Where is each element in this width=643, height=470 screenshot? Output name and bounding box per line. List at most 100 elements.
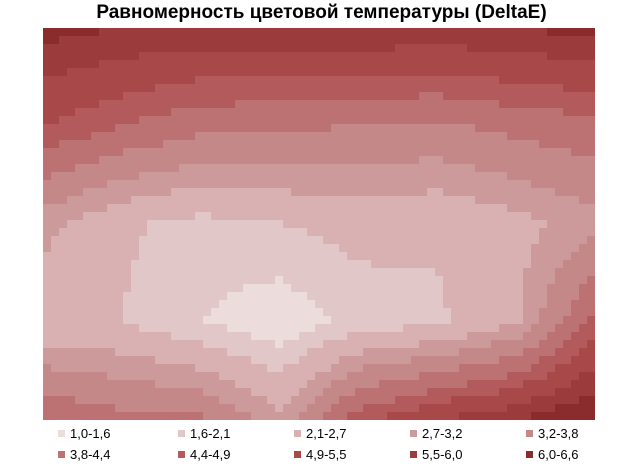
contour-cell: [235, 300, 244, 309]
contour-cell: [475, 124, 484, 133]
contour-cell: [539, 188, 548, 197]
contour-cell: [179, 60, 188, 69]
contour-cell: [475, 396, 484, 405]
contour-cell: [107, 228, 116, 237]
contour-cell: [51, 388, 60, 397]
contour-cell: [291, 252, 300, 261]
contour-cell: [563, 116, 572, 125]
contour-cell: [123, 108, 132, 117]
contour-cell: [59, 332, 68, 341]
contour-cell: [283, 324, 292, 333]
contour-cell: [539, 28, 548, 37]
contour-cell: [523, 196, 532, 205]
contour-cell: [347, 28, 356, 37]
contour-cell: [347, 316, 356, 325]
contour-cell: [411, 204, 420, 213]
contour-cell: [43, 180, 52, 189]
contour-cell: [307, 228, 316, 237]
contour-cell: [539, 92, 548, 101]
contour-cell: [491, 372, 500, 381]
contour-cell: [451, 284, 460, 293]
contour-cell: [259, 164, 268, 173]
legend: 1,0-1,6 1,6-2,1 2,1-2,7 2,7-3,2 3,2-3,8 3,8-4…: [58, 425, 638, 465]
contour-cell: [243, 284, 252, 293]
contour-cell: [187, 316, 196, 325]
contour-cell: [291, 116, 300, 125]
contour-cell: [443, 316, 452, 325]
contour-cell: [227, 108, 236, 117]
contour-cell: [83, 356, 92, 365]
contour-cell: [59, 204, 68, 213]
contour-cell: [451, 276, 460, 285]
contour-cell: [371, 92, 380, 101]
contour-cell: [355, 180, 364, 189]
contour-cell: [555, 300, 564, 309]
contour-cell: [179, 356, 188, 365]
contour-cell: [107, 300, 116, 309]
contour-cell: [59, 124, 68, 133]
contour-cell: [555, 172, 564, 181]
contour-cell: [435, 316, 444, 325]
contour-cell: [131, 124, 140, 133]
contour-cell: [355, 76, 364, 85]
contour-cell: [539, 84, 548, 93]
contour-cell: [155, 292, 164, 301]
contour-cell: [475, 132, 484, 141]
contour-cell: [227, 92, 236, 101]
contour-cell: [67, 180, 76, 189]
contour-cell: [107, 76, 116, 85]
contour-cell: [531, 44, 540, 53]
contour-cell: [251, 396, 260, 405]
contour-cell: [419, 60, 428, 69]
contour-cell: [259, 180, 268, 189]
contour-cell: [323, 28, 332, 37]
contour-cell: [507, 164, 516, 173]
contour-cell: [51, 156, 60, 165]
contour-cell: [315, 76, 324, 85]
contour-cell: [123, 412, 132, 420]
contour-cell: [235, 212, 244, 221]
contour-cell: [283, 356, 292, 365]
contour-cell: [307, 412, 316, 420]
contour-cell: [323, 372, 332, 381]
contour-cell: [299, 316, 308, 325]
contour-cell: [291, 268, 300, 277]
contour-cell: [275, 236, 284, 245]
contour-cell: [355, 316, 364, 325]
contour-cell: [427, 252, 436, 261]
contour-cell: [307, 276, 316, 285]
legend-swatch: [294, 450, 301, 458]
contour-cell: [235, 372, 244, 381]
contour-cell: [571, 52, 580, 61]
contour-cell: [267, 212, 276, 221]
contour-cell: [547, 156, 556, 165]
contour-cell: [211, 108, 220, 117]
contour-cell: [379, 220, 388, 229]
contour-cell: [43, 116, 52, 125]
contour-cell: [147, 412, 156, 420]
contour-cell: [523, 284, 532, 293]
contour-cell: [435, 364, 444, 373]
contour-cell: [459, 244, 468, 253]
contour-cell: [499, 156, 508, 165]
contour-cell: [451, 68, 460, 77]
contour-cell: [483, 116, 492, 125]
contour-cell: [571, 28, 580, 37]
contour-cell: [563, 76, 572, 85]
contour-cell: [347, 300, 356, 309]
contour-cell: [467, 124, 476, 133]
contour-cell: [347, 228, 356, 237]
contour-cell: [427, 140, 436, 149]
contour-cell: [411, 268, 420, 277]
contour-cell: [587, 124, 595, 133]
contour-cell: [195, 412, 204, 420]
contour-cell: [419, 180, 428, 189]
contour-cell: [315, 36, 324, 45]
contour-cell: [163, 116, 172, 125]
contour-cell: [299, 52, 308, 61]
contour-cell: [571, 148, 580, 157]
contour-cell: [243, 356, 252, 365]
contour-cell: [187, 268, 196, 277]
contour-cell: [403, 388, 412, 397]
contour-cell: [467, 316, 476, 325]
